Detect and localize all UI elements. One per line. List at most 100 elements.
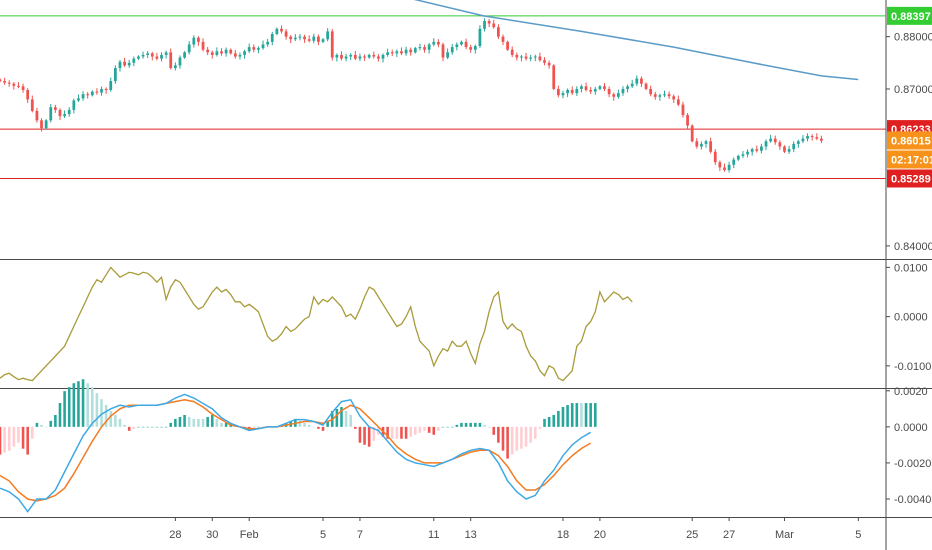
candle-body — [723, 167, 726, 171]
candle-body — [437, 41, 440, 45]
candle-body — [815, 137, 819, 139]
candle-body — [473, 46, 477, 50]
candle-body — [90, 91, 94, 96]
candle-body — [146, 53, 150, 55]
candle-body — [335, 54, 339, 58]
macd-histogram-bar — [441, 426, 445, 428]
x-tick-label: 25 — [686, 529, 698, 541]
candle-body — [750, 149, 754, 152]
macd-histogram-bar — [132, 426, 136, 429]
candle-body — [210, 52, 214, 55]
candle-body — [593, 88, 597, 92]
macd-histogram-bar — [520, 426, 523, 449]
macd-histogram-bar — [118, 418, 122, 427]
candle-body — [390, 52, 394, 54]
macd-histogram-bar — [31, 426, 34, 439]
candle-body — [515, 54, 519, 58]
macd-histogram-bar — [155, 426, 159, 428]
macd-histogram-bar — [90, 387, 94, 427]
macd-histogram-bar — [312, 426, 316, 428]
macd-histogram-bar — [335, 409, 339, 427]
macd-panel[interactable] — [0, 379, 597, 513]
candle-body — [778, 142, 782, 147]
candle-body — [26, 89, 30, 100]
macd-histogram-bar — [21, 426, 25, 449]
candle-body — [455, 44, 459, 48]
oscillator-panel[interactable] — [0, 266, 633, 382]
macd-histogram-bar — [35, 422, 39, 427]
candle-body — [801, 138, 805, 142]
macd-histogram-bar — [455, 424, 459, 427]
candle-body — [155, 56, 159, 59]
candle-body — [478, 28, 482, 47]
macd-histogram-bar — [460, 422, 463, 427]
price-panel[interactable] — [0, 0, 886, 179]
candle-body — [381, 54, 385, 59]
candle-body — [598, 86, 602, 89]
candle-body — [483, 20, 486, 29]
candle-body — [607, 88, 611, 95]
candle-body — [233, 53, 237, 57]
candle-body — [810, 136, 814, 138]
candle-body — [270, 34, 274, 42]
macd-histogram-bar — [95, 393, 99, 427]
x-tick-label: Mar — [775, 529, 794, 541]
candle-body — [123, 61, 126, 66]
macd-histogram-bar — [557, 410, 560, 427]
candle-body — [566, 89, 569, 94]
candle-body — [741, 154, 745, 156]
macd-signal-line — [0, 399, 592, 502]
candle-body — [289, 36, 293, 40]
macd-histogram-bar — [150, 426, 154, 428]
macd-histogram-bar — [497, 426, 500, 443]
macd-histogram-bar — [0, 426, 2, 455]
candle-body — [658, 95, 662, 97]
candle-body — [284, 31, 288, 37]
macd-histogram-bar — [593, 403, 597, 427]
macd-histogram-bar — [446, 426, 449, 428]
candle-body — [630, 83, 634, 87]
macd-histogram-bar — [215, 418, 219, 427]
candle-body — [533, 56, 537, 58]
macd-histogram-bar — [483, 424, 486, 427]
macd-histogram-bar — [363, 426, 366, 445]
candle-body — [30, 99, 34, 111]
macd-histogram-bar — [49, 420, 53, 427]
macd-histogram-bar — [552, 414, 556, 427]
x-tick-label: 20 — [594, 529, 606, 541]
macd-histogram-bar — [561, 407, 565, 427]
candle-body — [321, 39, 325, 42]
candle-body — [252, 47, 256, 50]
candle-body — [423, 47, 426, 50]
candle-body — [243, 51, 246, 55]
candle-body — [718, 162, 722, 168]
macd-histogram-bar — [17, 426, 20, 443]
macd-histogram-bar — [501, 426, 505, 451]
candle-body — [132, 58, 136, 63]
candle-body — [547, 62, 551, 66]
macd-histogram-bar — [326, 420, 329, 427]
macd-histogram-bar — [589, 403, 592, 427]
macd-histogram-bar — [81, 379, 85, 427]
candle-body — [7, 82, 11, 84]
candle-body — [487, 20, 491, 24]
candle-body — [580, 86, 583, 89]
candle-body — [727, 164, 731, 171]
macd-histogram-bar — [86, 383, 89, 427]
candle-body — [575, 88, 579, 94]
candle-body — [760, 146, 763, 151]
macd-histogram-bar — [3, 426, 6, 453]
candle-body — [404, 49, 408, 54]
candle-body — [589, 89, 593, 92]
x-tick-label: 30 — [206, 529, 218, 541]
macd-tick-label: 0.0000 — [894, 422, 928, 434]
oscillator-tick-label: -0.0100 — [894, 361, 931, 373]
candle-body — [556, 88, 560, 96]
x-tick-label: 18 — [557, 529, 569, 541]
x-tick-label: 5 — [855, 529, 861, 541]
candle-body — [395, 51, 399, 54]
macd-histogram-bar — [372, 426, 376, 441]
x-tick-label: 27 — [723, 529, 735, 541]
macd-histogram-bar — [12, 426, 16, 447]
